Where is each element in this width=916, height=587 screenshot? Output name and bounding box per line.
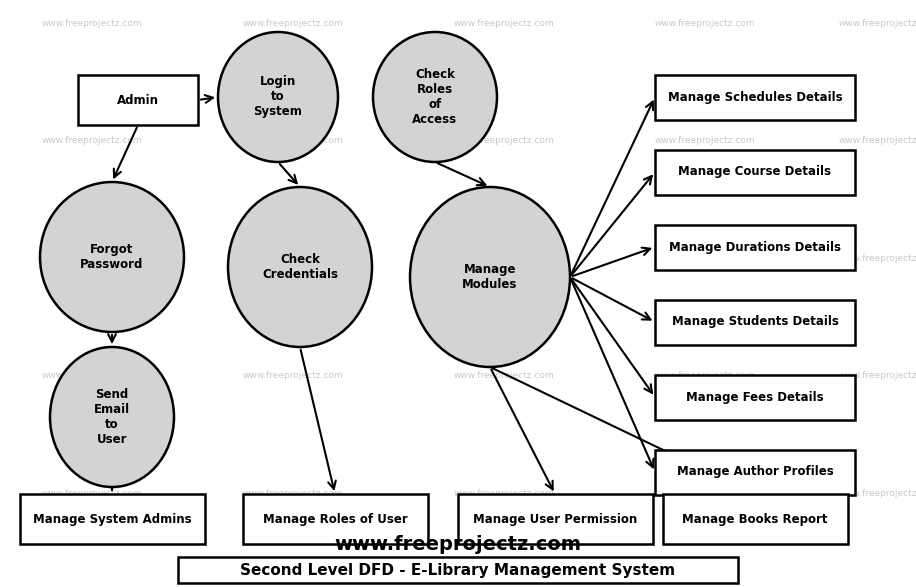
Text: Manage Roles of User: Manage Roles of User xyxy=(263,512,408,525)
Text: www.freeprojectz.com: www.freeprojectz.com xyxy=(838,371,916,380)
Ellipse shape xyxy=(218,32,338,162)
Ellipse shape xyxy=(373,32,497,162)
Text: Check
Credentials: Check Credentials xyxy=(262,253,338,281)
Text: Second Level DFD - E-Library Management System: Second Level DFD - E-Library Management … xyxy=(240,562,676,578)
Ellipse shape xyxy=(410,187,570,367)
Text: Manage
Modules: Manage Modules xyxy=(463,263,518,291)
Text: Manage Fees Details: Manage Fees Details xyxy=(686,390,823,403)
Text: www.freeprojectz.com: www.freeprojectz.com xyxy=(453,136,554,146)
Text: www.freeprojectz.com: www.freeprojectz.com xyxy=(334,535,582,555)
Bar xyxy=(655,375,855,420)
Text: www.freeprojectz.com: www.freeprojectz.com xyxy=(838,488,916,498)
Text: www.freeprojectz.com: www.freeprojectz.com xyxy=(838,136,916,146)
Text: Check
Roles
of
Access: Check Roles of Access xyxy=(412,68,458,126)
Text: www.freeprojectz.com: www.freeprojectz.com xyxy=(243,488,344,498)
Text: www.freeprojectz.com: www.freeprojectz.com xyxy=(41,488,142,498)
Bar xyxy=(655,299,855,345)
Bar xyxy=(19,494,204,544)
Bar xyxy=(78,75,198,125)
Text: www.freeprojectz.com: www.freeprojectz.com xyxy=(655,19,756,28)
Ellipse shape xyxy=(40,182,184,332)
Text: www.freeprojectz.com: www.freeprojectz.com xyxy=(655,254,756,263)
Text: Manage System Admins: Manage System Admins xyxy=(33,512,191,525)
Text: Manage Course Details: Manage Course Details xyxy=(679,166,832,178)
Text: Send
Email
to
User: Send Email to User xyxy=(94,388,130,446)
Text: Manage Durations Details: Manage Durations Details xyxy=(669,241,841,254)
Ellipse shape xyxy=(228,187,372,347)
Text: www.freeprojectz.com: www.freeprojectz.com xyxy=(243,254,344,263)
Text: www.freeprojectz.com: www.freeprojectz.com xyxy=(453,254,554,263)
Text: www.freeprojectz.com: www.freeprojectz.com xyxy=(655,488,756,498)
Text: www.freeprojectz.com: www.freeprojectz.com xyxy=(655,371,756,380)
Text: www.freeprojectz.com: www.freeprojectz.com xyxy=(41,254,142,263)
Text: Login
to
System: Login to System xyxy=(254,76,302,119)
Text: Manage Books Report: Manage Books Report xyxy=(682,512,828,525)
Bar xyxy=(655,150,855,194)
Bar xyxy=(655,224,855,269)
Text: www.freeprojectz.com: www.freeprojectz.com xyxy=(41,371,142,380)
Text: www.freeprojectz.com: www.freeprojectz.com xyxy=(243,371,344,380)
Bar xyxy=(655,75,855,120)
Bar xyxy=(655,450,855,494)
Bar xyxy=(178,557,738,583)
Text: www.freeprojectz.com: www.freeprojectz.com xyxy=(41,136,142,146)
Text: www.freeprojectz.com: www.freeprojectz.com xyxy=(41,19,142,28)
Bar xyxy=(457,494,652,544)
Text: www.freeprojectz.com: www.freeprojectz.com xyxy=(655,136,756,146)
Text: www.freeprojectz.com: www.freeprojectz.com xyxy=(453,488,554,498)
Text: Manage User Permission: Manage User Permission xyxy=(473,512,638,525)
Text: Manage Author Profiles: Manage Author Profiles xyxy=(677,465,834,478)
Text: www.freeprojectz.com: www.freeprojectz.com xyxy=(243,19,344,28)
Bar xyxy=(243,494,428,544)
Text: Admin: Admin xyxy=(117,93,159,106)
Text: Forgot
Password: Forgot Password xyxy=(81,243,144,271)
Ellipse shape xyxy=(50,347,174,487)
Text: www.freeprojectz.com: www.freeprojectz.com xyxy=(453,371,554,380)
Text: www.freeprojectz.com: www.freeprojectz.com xyxy=(453,19,554,28)
Text: www.freeprojectz.com: www.freeprojectz.com xyxy=(243,136,344,146)
Text: Manage Students Details: Manage Students Details xyxy=(671,315,838,329)
Text: www.freeprojectz.com: www.freeprojectz.com xyxy=(838,19,916,28)
Text: www.freeprojectz.com: www.freeprojectz.com xyxy=(838,254,916,263)
Text: Manage Schedules Details: Manage Schedules Details xyxy=(668,90,843,103)
Bar xyxy=(662,494,847,544)
